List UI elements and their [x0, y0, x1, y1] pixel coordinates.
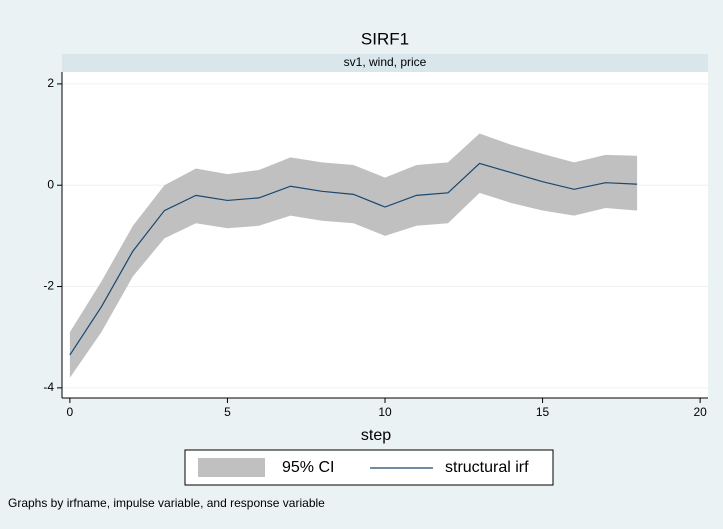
x-tick-label: 15 [536, 405, 550, 419]
legend-swatch [198, 458, 265, 477]
legend-label: structural irf [445, 459, 529, 476]
subtitle-strip [62, 54, 708, 72]
x-tick-label: 0 [67, 405, 74, 419]
line [69, 162, 638, 356]
ci-band [69, 133, 638, 378]
x-tick-label: 20 [693, 405, 707, 419]
y-tick-label: -2 [43, 279, 54, 293]
y-tick-label: -4 [43, 380, 54, 394]
chart-title: SIRF1 [361, 29, 409, 48]
chart-subtitle: sv1, wind, price [344, 55, 427, 69]
y-tick-label: 0 [47, 177, 54, 191]
x-axis-label: step [361, 427, 391, 444]
x-tick-label: 5 [224, 405, 231, 419]
legend-label: 95% CI [282, 459, 334, 476]
legend [184, 449, 554, 486]
y-tick-label: 2 [47, 76, 54, 90]
x-tick-label: 10 [378, 405, 392, 419]
note: Graphs by irfname, impulse variable, and… [8, 496, 325, 510]
